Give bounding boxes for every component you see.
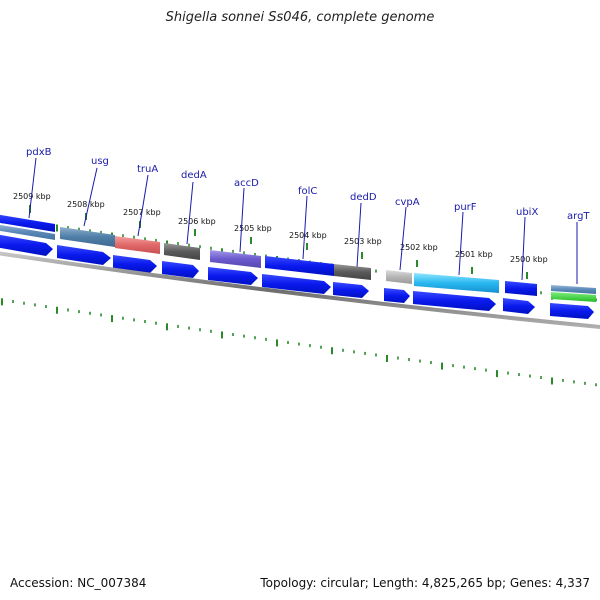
- kbp-label: 2500 kbp: [510, 255, 548, 264]
- gene-labels: pdxB usg truA dedA accD folC dedD cvpA p…: [26, 147, 590, 284]
- kbp-label: 2503 kbp: [344, 237, 382, 246]
- gene-leader-line: [356, 202, 362, 268]
- cds-arrow[interactable]: [384, 288, 410, 303]
- kbp-label: 2502 kbp: [400, 243, 438, 252]
- feature-block[interactable]: [60, 227, 115, 247]
- gene-leader-line: [458, 211, 464, 276]
- feature-block[interactable]: [414, 273, 499, 293]
- map-title: Shigella sonnei Ss046, complete genome: [165, 10, 435, 25]
- cds-arrow[interactable]: [413, 291, 496, 311]
- genome-backbone: [0, 251, 600, 330]
- topology-text: Topology: circular; Length: 4,825,265 bp…: [260, 576, 590, 590]
- feature-block[interactable]: [505, 281, 537, 296]
- gene-label-pdxB[interactable]: pdxB: [26, 147, 52, 158]
- cds-arrow[interactable]: [0, 234, 53, 256]
- feature-block[interactable]: [0, 214, 55, 232]
- feature-block[interactable]: [334, 264, 371, 280]
- inner-tick-row: [1, 298, 597, 387]
- kbp-label: 2508 kbp: [67, 200, 105, 209]
- gene-leader-line: [186, 181, 194, 245]
- kbp-label: 2504 kbp: [289, 231, 327, 240]
- feature-block[interactable]: [551, 292, 596, 302]
- feature-block[interactable]: [164, 243, 200, 260]
- cds-arrow[interactable]: [262, 274, 331, 294]
- feature-block[interactable]: [265, 256, 334, 276]
- gene-label-ubiX[interactable]: ubiX: [516, 207, 538, 218]
- feature-block[interactable]: [210, 250, 261, 268]
- gene-leader-line: [302, 195, 308, 260]
- cds-arrow[interactable]: [162, 261, 199, 278]
- gene-label-argT[interactable]: argT: [567, 211, 590, 222]
- gene-label-cvpA[interactable]: cvpA: [395, 197, 420, 208]
- gene-label-truA[interactable]: truA: [137, 164, 158, 175]
- cds-arrow[interactable]: [113, 255, 157, 273]
- cds-track: [0, 234, 594, 319]
- gene-label-accD[interactable]: accD: [234, 178, 259, 189]
- accession-text: Accession: NC_007384: [10, 576, 147, 590]
- gene-leader-line: [137, 174, 149, 237]
- feature-block[interactable]: [386, 270, 412, 284]
- kbp-label: 2505 kbp: [234, 224, 272, 233]
- cds-arrow[interactable]: [333, 282, 369, 298]
- gene-leader-line: [399, 206, 407, 271]
- cds-arrow[interactable]: [550, 303, 594, 319]
- gene-label-dedA[interactable]: dedA: [181, 170, 207, 181]
- gene-label-purF[interactable]: purF: [454, 202, 477, 213]
- gene-leader-line: [521, 216, 526, 281]
- gene-leader-line: [28, 157, 37, 219]
- kbp-label: 2506 kbp: [178, 217, 216, 226]
- kbp-label: 2501 kbp: [455, 250, 493, 259]
- cds-arrow[interactable]: [57, 245, 111, 265]
- gene-leader-line: [239, 187, 245, 253]
- gene-label-dedD[interactable]: dedD: [350, 192, 377, 203]
- gene-leader-line: [83, 167, 98, 227]
- feature-block[interactable]: [551, 285, 596, 294]
- feature-block[interactable]: [0, 224, 55, 240]
- feature-track: [0, 214, 596, 302]
- feature-block[interactable]: [115, 236, 160, 254]
- cds-arrow[interactable]: [503, 298, 535, 314]
- gene-label-folC[interactable]: folC: [298, 186, 317, 197]
- gene-label-usg[interactable]: usg: [91, 156, 109, 167]
- cds-arrow[interactable]: [208, 267, 258, 285]
